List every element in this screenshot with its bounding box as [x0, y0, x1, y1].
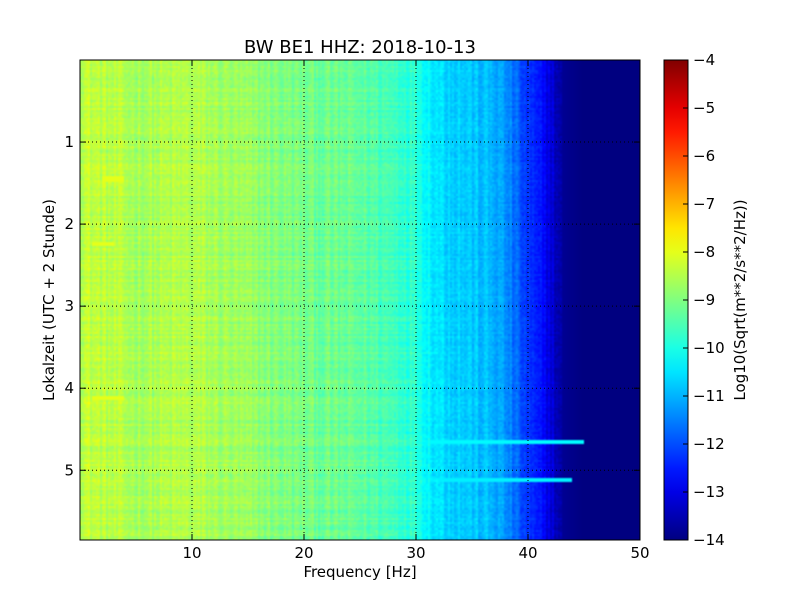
- x-tick-label: 50: [630, 544, 649, 562]
- colorbar-tick-label: −5: [693, 99, 715, 117]
- x-tick-label: 20: [294, 544, 313, 562]
- spectrogram-heatmap: [80, 60, 640, 540]
- x-tick-label: 40: [518, 544, 537, 562]
- colorbar-tick-label: −13: [693, 483, 725, 501]
- x-axis-label: Frequency [Hz]: [303, 563, 416, 581]
- y-axis-ticks: 1 2 3 4 5: [64, 133, 640, 479]
- colorbar-tick-label: −14: [693, 531, 725, 549]
- chart-title: BW BE1 HHZ: 2018-10-13: [244, 37, 476, 58]
- spectrogram-plot: 10 20 30 40 50 1 2 3 4 5: [64, 59, 650, 562]
- y-axis-label: Lokalzeit (UTC + 2 Stunde): [40, 199, 58, 401]
- x-tick-label: 10: [182, 544, 201, 562]
- colorbar-tick-label: −9: [693, 291, 715, 309]
- colorbar-tick-label: −4: [693, 51, 715, 69]
- colorbar: −4 −5 −6 −7 −8 −9 −10 −11 −12 −13 −14 Log10(Sqrt(m…: [663, 51, 749, 549]
- y-tick-label: 4: [64, 379, 74, 397]
- y-tick-label: 2: [64, 215, 74, 233]
- colorbar-tick-label: −6: [693, 147, 715, 165]
- colorbar-tick-label: −12: [693, 435, 725, 453]
- x-axis-ticks: 10 20 30 40 50: [182, 60, 650, 562]
- plot-frame: [79, 59, 641, 541]
- y-tick-label: 1: [64, 133, 74, 151]
- colorbar-ticks: −4 −5 −6 −7 −8 −9 −10 −11 −12 −13 −14: [683, 51, 725, 549]
- grid-lines: [80, 60, 640, 540]
- colorbar-tick-label: −10: [693, 339, 725, 357]
- colorbar-tick-label: −8: [693, 243, 715, 261]
- colorbar-tick-label: −7: [693, 195, 715, 213]
- y-tick-label: 3: [64, 297, 74, 315]
- colorbar-tick-label: −11: [693, 387, 725, 405]
- y-tick-label: 5: [64, 461, 74, 479]
- x-tick-label: 30: [406, 544, 425, 562]
- colorbar-label: Log10(Sqrt(m**2/s**2/Hz)): [731, 199, 749, 400]
